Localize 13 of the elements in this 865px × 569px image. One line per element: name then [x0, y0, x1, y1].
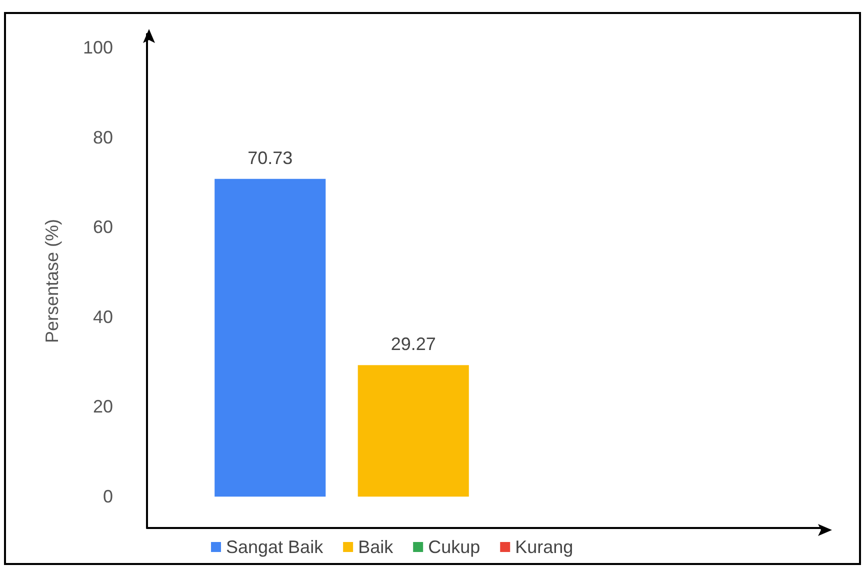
legend-label: Cukup	[428, 537, 480, 557]
y-tick-label: 0	[102, 486, 113, 507]
y-tick-label: 20	[92, 396, 113, 417]
data-label: 29.27	[390, 334, 436, 354]
y-tick-label: 60	[92, 217, 113, 238]
y-tick-label: 80	[92, 127, 113, 148]
y-tick-label: 100	[82, 37, 113, 58]
legend-label: Baik	[358, 537, 394, 557]
data-label: 70.73	[248, 148, 293, 168]
y-axis-title: Persentase (%)	[42, 218, 62, 344]
legend-label: Sangat Baik	[226, 537, 324, 557]
legend-label: Kurang	[515, 537, 574, 557]
y-tick-label: 40	[92, 306, 113, 327]
